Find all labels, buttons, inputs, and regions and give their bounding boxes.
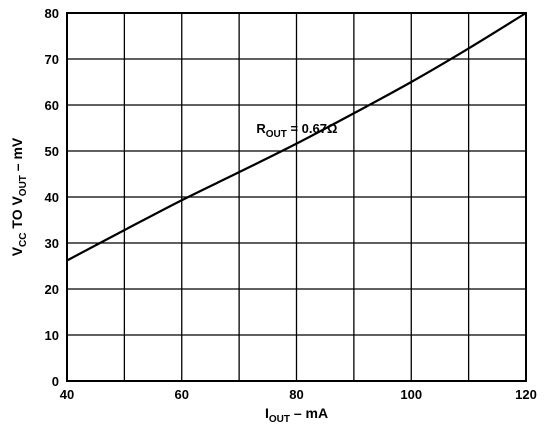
x-tick-label: 60 [175,387,189,402]
annotation-rest: = 0.67Ω [287,121,338,136]
annotation-label: ROUT = 0.67Ω [256,121,337,140]
x-axis-label-main: I [265,405,269,421]
y-tick-label: 50 [45,144,59,159]
y-tick-label: 20 [45,282,59,297]
y-axis-label-v1: V [9,246,25,256]
x-tick-labels: 40 60 80 100 120 [60,387,537,402]
y-tick-label: 10 [45,328,59,343]
y-axis-label-sub1: CC [18,232,29,246]
x-tick-label: 120 [515,387,537,402]
y-tick-label: 60 [45,98,59,113]
y-tick-label: 80 [45,6,59,21]
x-axis-label-sub: OUT [269,414,290,425]
x-axis-label: IOUT – mA [265,405,328,425]
series-line [66,12,527,262]
y-tick-label: 70 [45,52,59,67]
y-axis-label-mid: TO V [9,196,25,233]
y-tick-label: 40 [45,190,59,205]
annotation-main: R [256,121,266,136]
y-axis-label: VCC TO VOUT – mV [9,137,29,256]
y-tick-labels: 0 10 20 30 40 50 60 70 80 [45,6,59,389]
x-axis-label-rest: – mA [290,405,328,421]
y-tick-label: 30 [45,236,59,251]
x-tick-label: 80 [289,387,303,402]
grid [67,13,526,381]
annotation-sub: OUT [266,129,287,140]
x-tick-label: 40 [60,387,74,402]
y-tick-label: 0 [52,374,59,389]
x-tick-label: 100 [400,387,422,402]
y-axis-label-sub2: OUT [18,175,29,196]
plot-frame [66,12,527,382]
y-axis-label-rest: – mV [9,137,25,175]
